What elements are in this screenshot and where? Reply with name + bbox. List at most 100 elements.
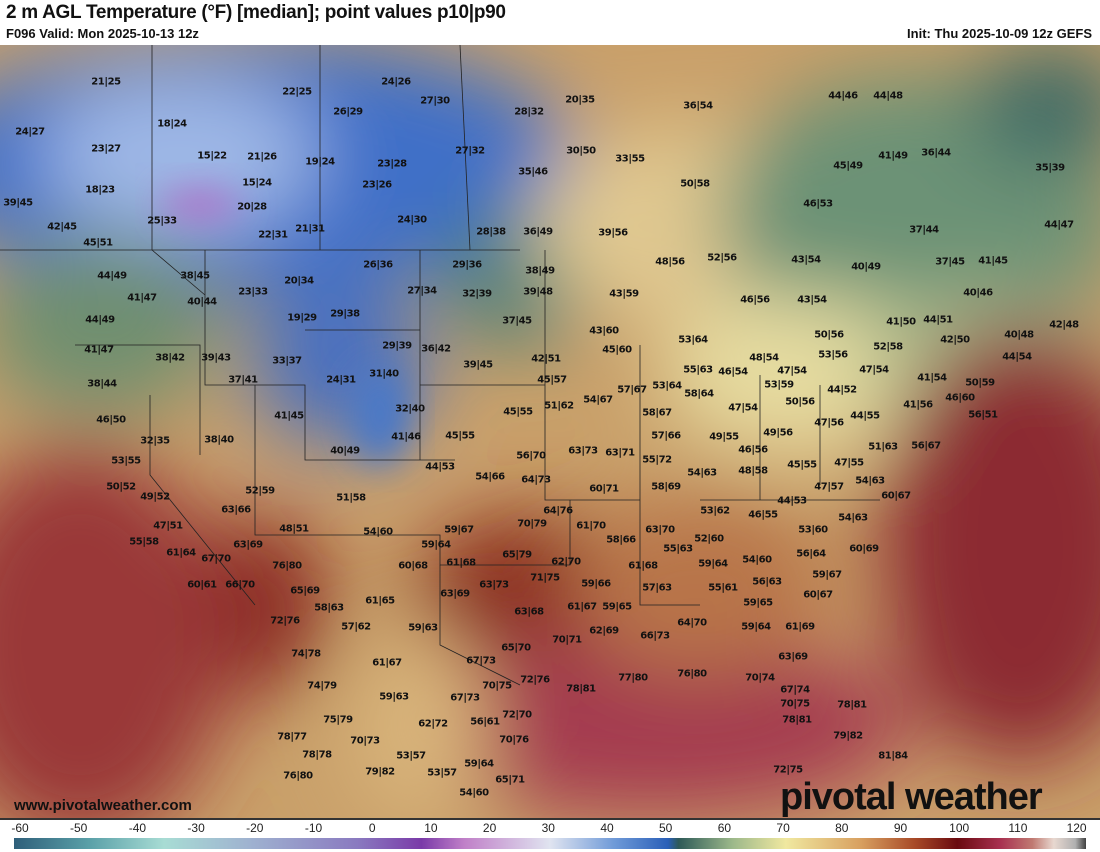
point-value: 61|70 [576,520,606,532]
point-value: 63|69 [778,651,808,663]
point-value: 25|33 [147,215,177,227]
colorbar-tick-label: 60 [717,821,732,835]
point-value: 26|36 [363,259,393,271]
point-value: 53|57 [427,767,457,779]
point-value: 49|55 [709,431,739,443]
colorbar-tick-label: 50 [659,821,673,835]
point-value: 38|42 [155,352,185,364]
point-value: 24|31 [326,374,356,386]
point-value: 29|36 [452,259,482,271]
point-value: 45|55 [787,459,817,471]
colorbar-gradient [14,838,1086,849]
colorbar-tick-label: 110 [1008,821,1028,835]
point-value: 30|50 [566,145,596,157]
point-value: 63|66 [221,504,251,516]
point-value: 21|31 [295,223,325,235]
point-value: 28|38 [476,226,506,238]
point-value: 60|69 [849,543,879,555]
point-value: 51|62 [544,400,574,412]
point-value: 72|75 [773,764,803,776]
point-value: 45|55 [445,430,475,442]
point-value: 61|67 [372,657,402,669]
colorbar-tick-label: -20 [246,821,264,835]
point-value: 53|62 [700,505,730,517]
point-value: 65|70 [501,642,531,654]
colorbar: -60 -50 -40 -30 -20 -10 0 10 20 30 40 50 60 70 80 90 100… [0,818,1100,852]
point-value: 29|38 [330,308,360,320]
point-value: 47|56 [814,417,844,429]
colorbar-tick-label: 40 [600,821,614,835]
point-value: 42|45 [47,221,77,233]
point-value: 27|30 [420,95,450,107]
point-value: 48|56 [655,256,685,268]
colorbar-tick-label: 30 [541,821,555,835]
point-value: 51|58 [336,492,366,504]
point-value: 43|59 [609,288,639,300]
point-value: 52|60 [694,533,724,545]
point-value: 58|66 [606,534,636,546]
point-value: 65|69 [290,585,320,597]
point-value: 45|55 [503,406,533,418]
point-value: 38|45 [180,270,210,282]
point-value: 70|75 [482,680,512,692]
point-value: 22|31 [258,229,288,241]
point-value: 42|51 [531,353,561,365]
point-value: 61|69 [785,621,815,633]
point-value: 48|51 [279,523,309,535]
temperature-field [0,45,1100,818]
point-value: 39|56 [598,227,628,239]
point-value: 20|35 [565,94,595,106]
point-value: 54|63 [855,475,885,487]
point-value: 44|54 [1002,351,1032,363]
point-value: 37|45 [502,315,532,327]
point-value: 55|61 [708,582,738,594]
point-value: 54|67 [583,394,613,406]
point-value: 54|63 [687,467,717,479]
state-borders [0,45,880,686]
point-value: 60|71 [589,483,619,495]
point-value: 79|82 [365,766,395,778]
point-value: 57|62 [341,621,371,633]
watermark-url: www.pivotalweather.com [14,797,192,814]
point-value: 55|63 [683,364,713,376]
point-value: 39|43 [201,352,231,364]
point-value: 49|56 [763,427,793,439]
point-value: 55|63 [663,543,693,555]
point-value: 56|64 [796,548,826,560]
point-value: 44|55 [850,410,880,422]
point-value: 78|77 [277,731,307,743]
point-value: 60|67 [881,490,911,502]
point-value: 47|54 [728,402,758,414]
point-value: 76|80 [272,560,302,572]
point-value: 63|68 [514,606,544,618]
point-value: 70|79 [517,518,547,530]
point-value: 46|50 [96,414,126,426]
point-value: 36|44 [921,147,951,159]
point-value: 50|56 [785,396,815,408]
point-value: 63|71 [605,447,635,459]
point-value: 33|37 [272,355,302,367]
point-value: 20|28 [237,201,267,213]
point-value: 33|55 [615,153,645,165]
init-time: Init: Thu 2025-10-09 12z GEFS [907,26,1092,41]
point-value: 15|24 [242,177,272,189]
point-value: 54|60 [459,787,489,799]
point-value: 23|27 [91,143,121,155]
point-value: 59|64 [741,621,771,633]
point-value: 27|32 [455,145,485,157]
point-value: 70|75 [780,698,810,710]
point-value: 56|51 [968,409,998,421]
point-value: 35|39 [1035,162,1065,174]
point-value: 44|51 [923,314,953,326]
point-value: 77|80 [618,672,648,684]
valid-time: F096 Valid: Mon 2025-10-13 12z [6,26,199,41]
point-value: 79|82 [833,730,863,742]
point-value: 39|45 [3,197,33,209]
point-value: 48|54 [749,352,779,364]
point-value: 59|64 [698,558,728,570]
point-value: 50|56 [814,329,844,341]
point-value: 47|51 [153,520,183,532]
point-value: 23|28 [377,158,407,170]
point-value: 72|76 [270,615,300,627]
point-value: 56|67 [911,440,941,452]
